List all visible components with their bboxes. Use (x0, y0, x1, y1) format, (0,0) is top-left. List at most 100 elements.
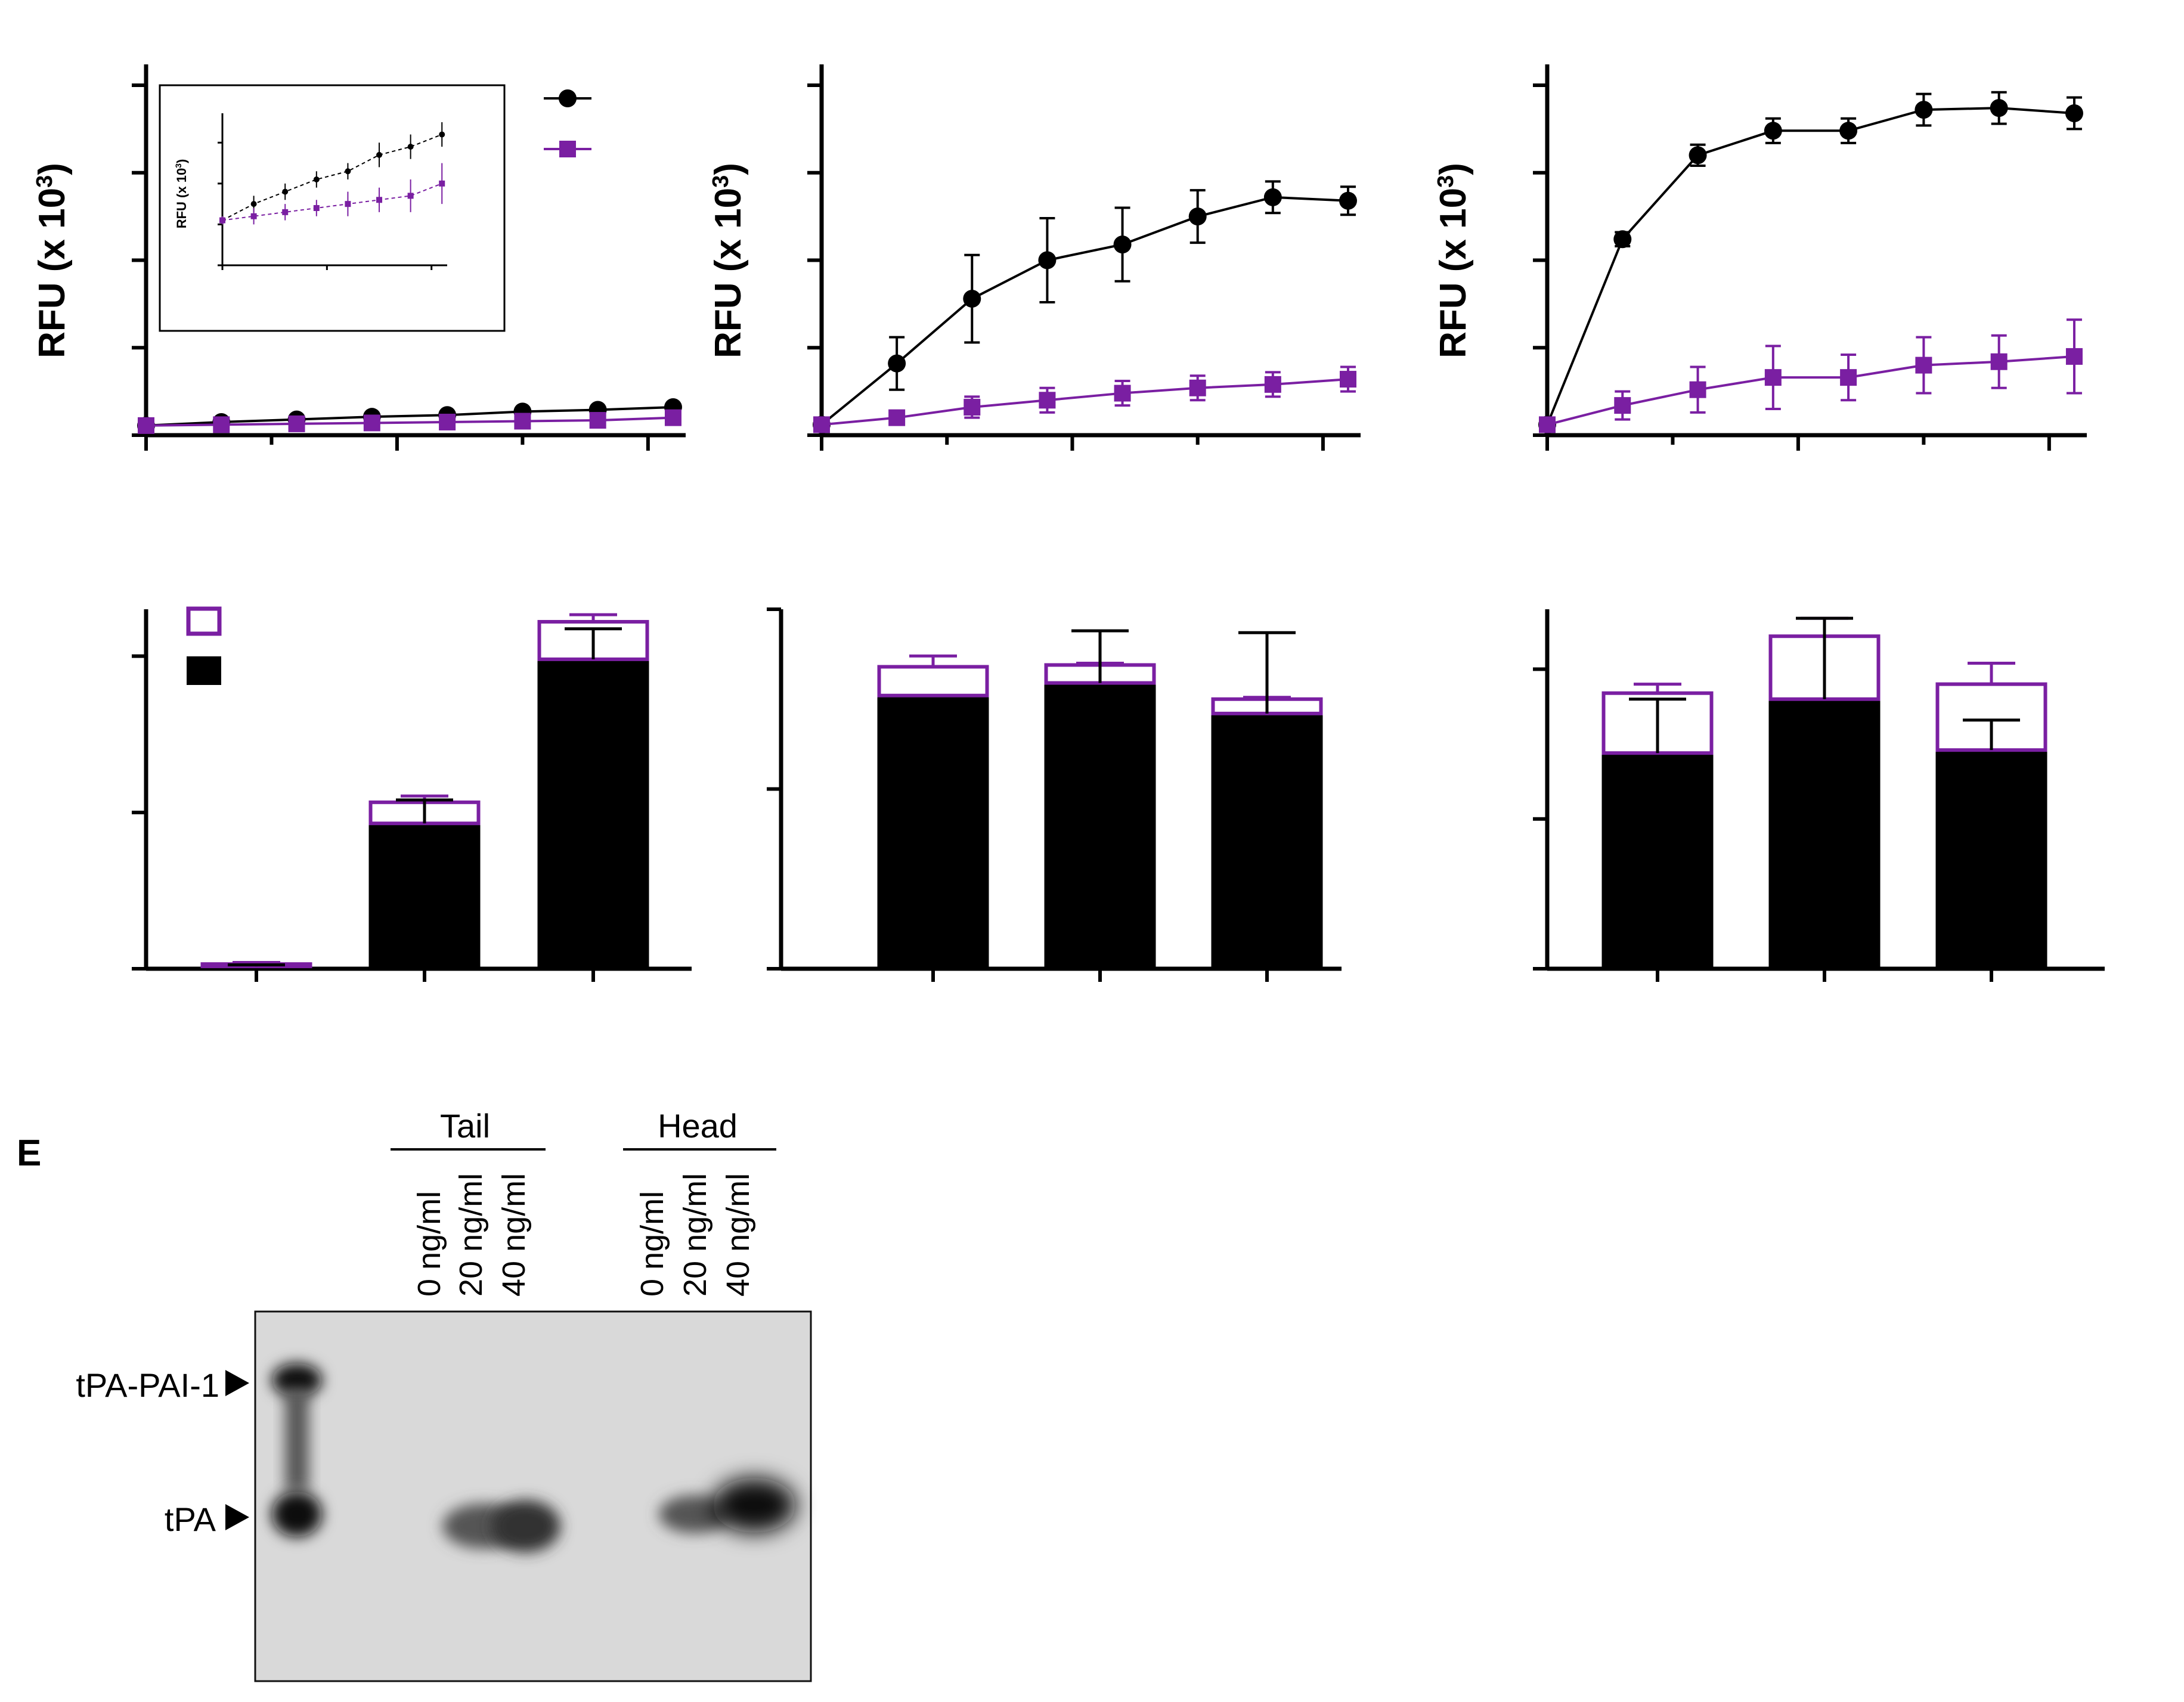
data-point-tail (888, 409, 906, 426)
data-point-tail (813, 416, 830, 433)
bar-head (1768, 699, 1881, 969)
y-axis-label: RFU (x 103) (174, 159, 189, 229)
legend-marker-tail (559, 141, 576, 157)
series-line-head (145, 406, 674, 427)
y-axis-label-close: ) (1433, 163, 1474, 175)
y-axis-label-close: ) (174, 159, 189, 163)
gel-band (272, 1492, 322, 1537)
data-point-tail (1189, 379, 1206, 396)
data-point-head (1689, 146, 1707, 165)
inset-data-point-head (376, 151, 383, 158)
data-point-tail (363, 414, 380, 432)
data-point-tail (589, 412, 606, 429)
inset-data-point-head (407, 144, 414, 150)
data-point-tail (1764, 369, 1782, 386)
y-axis-label-base: RFU (x 10 (1433, 188, 1474, 358)
data-point-head (963, 290, 981, 308)
data-point-tail (964, 399, 981, 416)
bar-head (1044, 683, 1156, 969)
data-point-head (1038, 251, 1057, 269)
arrow-right-icon (225, 1504, 249, 1530)
data-point-head (2065, 104, 2083, 122)
gel-band-label-tpa-pai1: tPA-PAI-1 (76, 1366, 219, 1404)
data-point-tail (1039, 392, 1056, 409)
data-point-tail (1840, 369, 1857, 386)
gel-group-label-head: Head (658, 1107, 738, 1145)
gel-lane-label: 20 ng/ml (677, 1173, 713, 1297)
series-line-tail (1547, 355, 2075, 426)
series-line-tail (821, 378, 1349, 426)
legend-swatch-tail (186, 606, 222, 636)
data-point-tail (1614, 397, 1631, 414)
inset-data-point-tail (313, 205, 320, 211)
data-point-head (1263, 188, 1282, 206)
arrow-right-icon (225, 1370, 249, 1396)
gel-lane-label: 0 ng/ml (634, 1191, 670, 1297)
bar-head (877, 695, 989, 969)
y-axis-label-close: ) (32, 163, 73, 175)
y-axis-label-base: RFU (x 10 (32, 188, 73, 358)
gel-band (272, 1363, 322, 1397)
data-point-tail (514, 413, 531, 430)
bar-head (1601, 753, 1714, 969)
data-point-tail (138, 417, 154, 434)
bar-head (368, 823, 481, 969)
gel-lane-label: 40 ng/ml (720, 1173, 756, 1297)
data-point-tail (1689, 381, 1706, 398)
series-line-head (1546, 107, 2075, 426)
gel-smear (285, 1389, 309, 1490)
data-point-tail (213, 416, 230, 433)
inset-data-point-head (439, 131, 445, 138)
gel-band (659, 1495, 730, 1533)
inset-data-point-tail (376, 197, 383, 203)
data-point-head (1188, 207, 1207, 226)
gel-lane-label: 40 ng/ml (496, 1173, 532, 1297)
data-point-tail (1539, 416, 1556, 433)
inset-data-point-tail (250, 213, 257, 219)
data-point-tail (1990, 353, 2008, 370)
inset-data-point-tail (439, 180, 445, 187)
y-axis-label: RFU (x 103) (708, 163, 749, 358)
inset-data-point-tail (345, 201, 351, 207)
inset-data-point-head (345, 168, 351, 175)
data-point-tail (1264, 376, 1281, 393)
data-point-head (1990, 99, 2008, 117)
y-axis-label-exp: 3 (1433, 175, 1458, 188)
data-point-head (1839, 122, 1858, 140)
legend-marker-head (559, 89, 577, 107)
series-line-tail (145, 416, 674, 427)
inset-data-point-tail (282, 209, 289, 215)
inset-series-line-head (222, 134, 442, 221)
bar-tail (877, 665, 989, 697)
y-axis-label-exp: 3 (708, 175, 733, 188)
data-point-head (1339, 191, 1357, 210)
y-axis-label: RFU (x 103) (32, 163, 73, 358)
gel-panel-e: E Tail Head 0 ng/ml 20 ng/ml 40 ng/ml 0 … (17, 1107, 812, 1682)
y-axis-label-base: RFU (x 10 (708, 188, 749, 358)
data-point-head (1613, 230, 1632, 249)
y-axis-label-base: RFU (x 10 (174, 168, 189, 228)
y-axis-label-exp: 3 (174, 163, 183, 168)
gel-group-label-tail: Tail (440, 1107, 490, 1145)
inset-frame (159, 84, 506, 332)
data-point-head (1764, 122, 1782, 140)
data-point-tail (1915, 356, 1932, 374)
data-point-tail (664, 409, 681, 426)
data-point-tail (1114, 385, 1131, 402)
legend-swatch-head (187, 656, 221, 685)
series-line-head (820, 196, 1349, 426)
gel-lane-label: 0 ng/ml (411, 1191, 447, 1297)
bar-head (1211, 713, 1323, 969)
data-point-head (888, 354, 906, 373)
gel-band-label-tpa: tPA (165, 1501, 216, 1538)
inset-data-point-tail (219, 217, 225, 224)
inset-data-point-tail (407, 193, 414, 199)
gel-band (712, 1478, 796, 1533)
gel-lane-label: 20 ng/ml (453, 1173, 489, 1297)
data-point-head (1113, 235, 1132, 254)
y-axis-label-exp: 3 (32, 175, 57, 188)
panel-label-e: E (17, 1133, 41, 1174)
bar-head (537, 659, 649, 969)
gel-band (491, 1500, 560, 1552)
